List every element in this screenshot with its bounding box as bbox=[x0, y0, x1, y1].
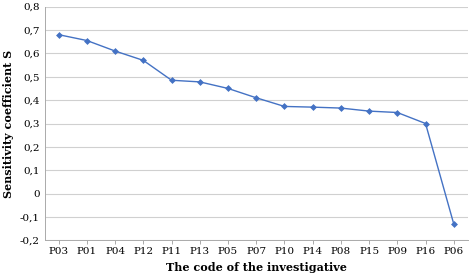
Y-axis label: Sensitivity coefficient S: Sensitivity coefficient S bbox=[3, 49, 14, 198]
X-axis label: The code of the investigative: The code of the investigative bbox=[166, 262, 347, 273]
